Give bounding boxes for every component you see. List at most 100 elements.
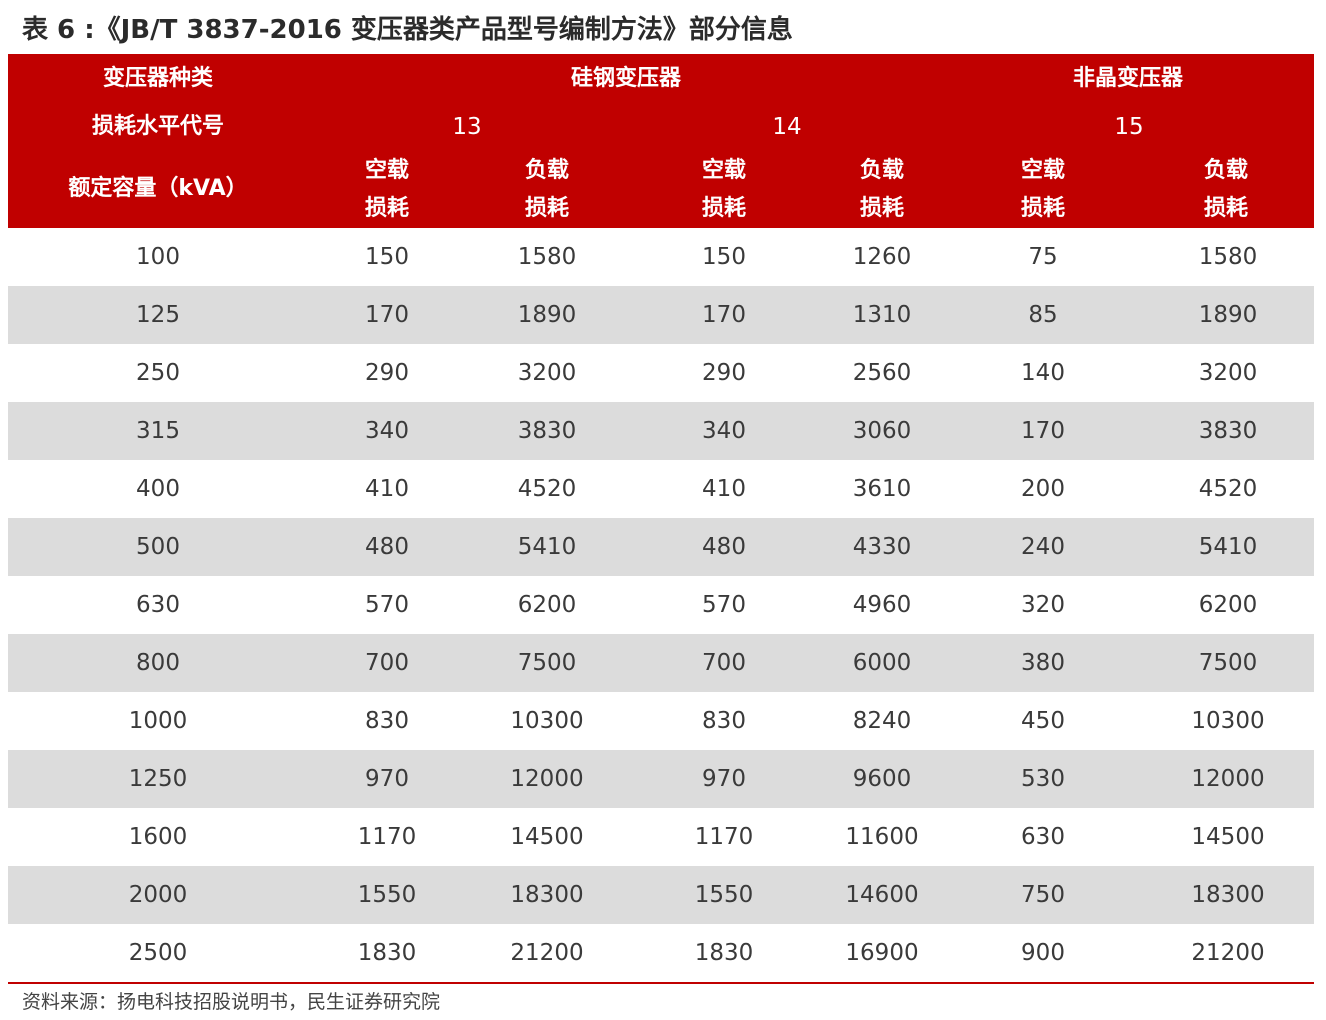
loss-value-cell: 700 — [702, 650, 746, 676]
header-level-13: 13 — [452, 114, 482, 140]
loss-value-cell: 4520 — [517, 476, 577, 502]
loss-value-cell: 6200 — [517, 592, 577, 618]
loss-value-cell: 85 — [1028, 302, 1058, 328]
loss-value-cell: 3830 — [1198, 418, 1258, 444]
loss-value-cell: 1890 — [517, 302, 577, 328]
loss-value-cell: 140 — [1021, 360, 1065, 386]
capacity-cell: 1250 — [128, 766, 188, 792]
table-row: 2500 1830 21200 1830 16900 900 21200 — [8, 924, 1314, 982]
loss-value-cell: 200 — [1021, 476, 1065, 502]
loss-value-cell: 3060 — [852, 418, 912, 444]
table-row: 2000 1550 18300 1550 14600 750 18300 — [8, 866, 1314, 924]
loss-value-cell: 3830 — [517, 418, 577, 444]
table-row: 1600 1170 14500 1170 11600 630 14500 — [8, 808, 1314, 866]
table-row: 315 340 3830 340 3060 170 3830 — [8, 402, 1314, 460]
capacity-cell: 1600 — [128, 824, 188, 850]
loss-value-cell: 1310 — [852, 302, 912, 328]
table-row: 125 170 1890 170 1310 85 1890 — [8, 286, 1314, 344]
loss-value-cell: 900 — [1021, 940, 1065, 966]
loss-value-cell: 290 — [365, 360, 409, 386]
loss-value-cell: 14500 — [510, 824, 584, 850]
loss-value-cell: 1550 — [357, 882, 417, 908]
loss-value-cell: 8240 — [852, 708, 912, 734]
header-rated-capacity-label: 额定容量（kVA） — [68, 176, 248, 201]
loss-value-cell: 21200 — [510, 940, 584, 966]
table-row: 800 700 7500 700 6000 380 7500 — [8, 634, 1314, 692]
loss-value-cell: 630 — [1021, 824, 1065, 850]
header-level-15: 15 — [1114, 114, 1144, 140]
table-row: 400 410 4520 410 3610 200 4520 — [8, 460, 1314, 518]
loss-value-cell: 170 — [1021, 418, 1065, 444]
loss-value-cell: 12000 — [1191, 766, 1265, 792]
loss-value-cell: 830 — [365, 708, 409, 734]
capacity-cell: 250 — [136, 360, 180, 386]
capacity-cell: 500 — [136, 534, 180, 560]
capacity-cell: 100 — [136, 244, 180, 270]
loss-value-cell: 570 — [365, 592, 409, 618]
header-col-2-line1: 负载 — [524, 158, 570, 183]
loss-value-cell: 1260 — [852, 244, 912, 270]
header-col-1-line2: 损耗 — [364, 196, 410, 221]
loss-value-cell: 1170 — [357, 824, 417, 850]
loss-value-cell: 1830 — [694, 940, 754, 966]
loss-value-cell: 14500 — [1191, 824, 1265, 850]
loss-value-cell: 18300 — [510, 882, 584, 908]
loss-value-cell: 290 — [702, 360, 746, 386]
table-row: 100 150 1580 150 1260 75 1580 — [8, 228, 1314, 286]
loss-value-cell: 7500 — [1198, 650, 1258, 676]
header-col-4-line2: 损耗 — [859, 196, 905, 221]
header-silicon-steel-group: 硅钢变压器 — [570, 66, 682, 91]
loss-value-cell: 4330 — [852, 534, 912, 560]
loss-value-cell: 970 — [365, 766, 409, 792]
header-loss-level-label: 损耗水平代号 — [91, 114, 225, 139]
header-col-2-line2: 损耗 — [524, 196, 570, 221]
loss-value-cell: 7500 — [517, 650, 577, 676]
loss-value-cell: 2560 — [852, 360, 912, 386]
loss-value-cell: 1550 — [694, 882, 754, 908]
loss-value-cell: 75 — [1028, 244, 1058, 270]
loss-value-cell: 3200 — [517, 360, 577, 386]
loss-value-cell: 14600 — [845, 882, 919, 908]
loss-value-cell: 830 — [702, 708, 746, 734]
loss-value-cell: 5410 — [1198, 534, 1258, 560]
loss-value-cell: 1580 — [1198, 244, 1258, 270]
capacity-cell: 800 — [136, 650, 180, 676]
table-title: 表 6 :《JB/T 3837-2016 变压器类产品型号编制方法》部分信息 — [22, 15, 793, 45]
source-note: 资料来源：扬电科技招股说明书，民生证券研究院 — [22, 991, 441, 1013]
header-col-1-line1: 空载 — [364, 158, 410, 183]
loss-value-cell: 12000 — [510, 766, 584, 792]
header-col-6-line2: 损耗 — [1203, 196, 1249, 221]
loss-value-cell: 1580 — [517, 244, 577, 270]
header-col-3-line1: 空载 — [701, 158, 747, 183]
loss-value-cell: 480 — [702, 534, 746, 560]
loss-value-cell: 5410 — [517, 534, 577, 560]
header-col-5-line2: 损耗 — [1020, 196, 1066, 221]
table-row: 1250 970 12000 970 9600 530 12000 — [8, 750, 1314, 808]
capacity-cell: 2000 — [128, 882, 188, 908]
table-row: 250 290 3200 290 2560 140 3200 — [8, 344, 1314, 402]
loss-value-cell: 9600 — [852, 766, 912, 792]
capacity-cell: 400 — [136, 476, 180, 502]
loss-value-cell: 450 — [1021, 708, 1065, 734]
loss-value-cell: 170 — [702, 302, 746, 328]
loss-value-cell: 1890 — [1198, 302, 1258, 328]
header-col-6-line1: 负载 — [1203, 158, 1249, 183]
capacity-cell: 630 — [136, 592, 180, 618]
loss-value-cell: 6000 — [852, 650, 912, 676]
loss-value-cell: 240 — [1021, 534, 1065, 560]
loss-value-cell: 340 — [365, 418, 409, 444]
loss-value-cell: 6200 — [1198, 592, 1258, 618]
loss-value-cell: 11600 — [845, 824, 919, 850]
table-row: 1000 830 10300 830 8240 450 10300 — [8, 692, 1314, 750]
loss-value-cell: 340 — [702, 418, 746, 444]
loss-value-cell: 4960 — [852, 592, 912, 618]
capacity-cell: 2500 — [128, 940, 188, 966]
loss-value-cell: 10300 — [1191, 708, 1265, 734]
loss-value-cell: 3610 — [852, 476, 912, 502]
loss-value-cell: 410 — [365, 476, 409, 502]
loss-value-cell: 700 — [365, 650, 409, 676]
loss-value-cell: 21200 — [1191, 940, 1265, 966]
capacity-cell: 125 — [136, 302, 180, 328]
loss-value-cell: 18300 — [1191, 882, 1265, 908]
loss-value-cell: 480 — [365, 534, 409, 560]
